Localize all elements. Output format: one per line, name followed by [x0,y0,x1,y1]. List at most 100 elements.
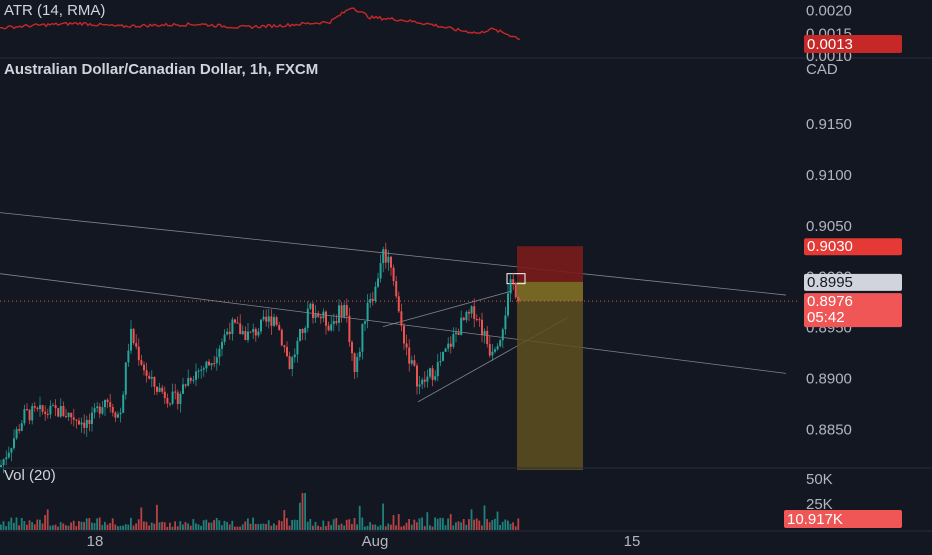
candle-body [70,412,73,418]
candle-body [449,343,452,347]
candle-body [361,323,364,352]
volume-bar [413,519,416,530]
candle-body [109,402,112,408]
volume-bar [322,520,325,530]
volume-bar [5,526,7,530]
volume-bar [429,525,431,530]
volume-bar [379,525,382,530]
candle-body [44,411,47,415]
volume-bar [312,525,314,530]
volume-bar [491,520,494,530]
candle-body [460,317,463,335]
volume-indicator-label[interactable]: Vol (20) [4,467,56,484]
candle-body [319,316,322,319]
candle-body [364,321,366,324]
candle-body [7,452,10,458]
volume-bar [353,518,356,530]
candle-body [286,347,288,357]
candle-body [501,329,504,341]
price-axis-tick: 0.9150 [806,116,852,133]
volume-bar [473,519,475,530]
candle-body [169,403,171,405]
volume-bar [410,524,413,530]
volume-bar [132,525,135,530]
candle-body [239,323,242,335]
candle-body [465,311,468,321]
volume-bar [57,526,59,530]
candle-body [317,313,320,317]
candle-body [218,348,221,358]
candle-body [200,369,203,371]
candle-body [418,384,421,387]
volume-bar [462,519,465,530]
candle-body [416,365,418,387]
atr-current-label-bg [804,35,902,53]
candle-body [345,305,348,316]
time-axis[interactable]: 18 Aug 15 [0,530,932,550]
target-zone-filled [517,281,583,302]
channel-line-upper [382,290,513,327]
volume-bar [202,520,205,530]
volume-bar [257,523,260,530]
volume-bar [335,517,338,530]
candle-body [296,340,299,355]
volume-bar [309,519,312,530]
stop-loss-zone [517,246,583,282]
candle-body [260,319,262,332]
volume-bar [267,520,270,530]
volume-bar [26,524,28,530]
volume-bar [96,518,98,530]
candle-body [358,351,361,357]
candle-body [475,318,478,320]
candle-body [31,406,34,421]
candle-body [23,409,26,424]
candle-body [189,378,192,381]
volume-bar [150,522,153,530]
candle-body [265,316,268,322]
volume-bar [75,526,78,530]
volume-bar [145,521,148,530]
volume-bar [143,521,145,530]
candle-body [122,394,125,413]
volume-bar [215,517,218,530]
volume-bar [392,515,395,530]
candle-body [293,354,296,358]
volume-current-label: 10.917K [784,510,902,528]
volume-bar [39,519,41,530]
atr-axis-tick: 0.0020 [806,3,852,20]
volume-bar [197,524,200,530]
candle-body [301,328,304,333]
candle-body [205,361,208,369]
volume-bar [119,525,122,530]
candle-body [127,350,130,363]
volume-bar [114,524,117,530]
candle-body [392,267,395,282]
candle-body [444,348,447,352]
candle-body [176,392,179,404]
candle-body [470,306,473,314]
volume-bar [31,522,33,530]
candle-body [59,406,62,417]
volume-bar [234,526,236,530]
volume-bar [85,518,88,530]
candle-body [78,420,80,425]
candle-body [278,325,281,330]
atr-line [0,7,521,40]
volume-bar [254,524,257,530]
candle-body [348,315,351,343]
candle-body [496,346,499,350]
countdown-text: 05:42 [807,309,845,326]
price-axis[interactable]: 0.00200.00150.00100.0013CAD0.91500.91000… [784,3,902,528]
candle-body [46,414,49,416]
atr-indicator-label[interactable]: ATR (14, RMA) [4,2,106,19]
candle-body [98,406,101,414]
candle-body [210,363,213,366]
candle-body [304,327,307,333]
volume-bar [195,523,197,530]
volume-bar [80,521,83,530]
volume-bar [400,526,403,530]
symbol-title[interactable]: Australian Dollar/Canadian Dollar, 1h, F… [4,61,319,78]
candle-body [67,412,70,418]
